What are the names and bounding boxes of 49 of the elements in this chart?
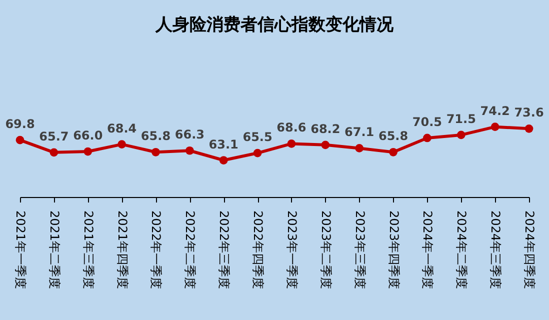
x-tick-label: 2024年一季度 — [420, 210, 435, 290]
data-label: 68.4 — [106, 121, 137, 136]
x-tick-label: 2023年二季度 — [318, 210, 333, 290]
x-tick-label: 2024年四季度 — [522, 210, 536, 290]
data-label: 66.0 — [73, 128, 103, 143]
point — [287, 140, 296, 148]
point — [50, 148, 58, 157]
data-label: 65.5 — [242, 130, 272, 144]
point — [253, 148, 262, 158]
x-tick-label: 2021年四季度 — [115, 210, 130, 290]
data-label: 68.6 — [276, 120, 306, 135]
point — [524, 124, 534, 133]
data-label: 67.1 — [344, 125, 374, 140]
point — [118, 140, 126, 148]
data-label: 69.8 — [5, 117, 35, 132]
x-tick-label: 2021年三季度 — [81, 210, 96, 290]
point — [84, 147, 92, 156]
data-label: 70.5 — [412, 114, 442, 129]
x-tick-label: 2021年一季度 — [14, 210, 28, 290]
x-tick-label: 2023年四季度 — [386, 210, 401, 290]
x-tick-label: 2022年四季度 — [251, 210, 266, 290]
chart-title: 人身险消费者信心指数变化情况 — [154, 15, 394, 35]
data-label: 66.3 — [174, 128, 204, 142]
data-label: 65.8 — [140, 129, 171, 144]
x-tick-label: 2023年一季度 — [284, 210, 299, 290]
point — [423, 134, 432, 142]
point — [456, 130, 466, 140]
x-tick-label: 2024年二季度 — [454, 210, 469, 290]
x-tick-label: 2023年三季度 — [352, 210, 367, 290]
x-tick-label: 2022年一季度 — [149, 210, 164, 290]
data-label: 74.2 — [480, 104, 510, 118]
point — [219, 156, 228, 164]
data-label: 71.5 — [446, 112, 476, 126]
point — [152, 148, 160, 156]
point — [16, 136, 24, 144]
data-label: 68.2 — [310, 122, 340, 136]
data-label: 65.8 — [378, 129, 408, 144]
x-tick-label: 2024年三季度 — [488, 210, 503, 290]
point — [185, 146, 194, 155]
x-tick-label: 2022年三季度 — [217, 210, 232, 290]
data-label: 73.6 — [514, 106, 544, 120]
point — [355, 144, 364, 152]
data-label: 63.1 — [208, 137, 238, 152]
point — [321, 140, 330, 150]
x-tick-label: 2022年二季度 — [183, 210, 198, 290]
x-tick-label: 2021年二季度 — [47, 210, 62, 290]
point — [389, 148, 398, 156]
point — [490, 122, 500, 132]
data-label: 65.7 — [39, 129, 69, 144]
